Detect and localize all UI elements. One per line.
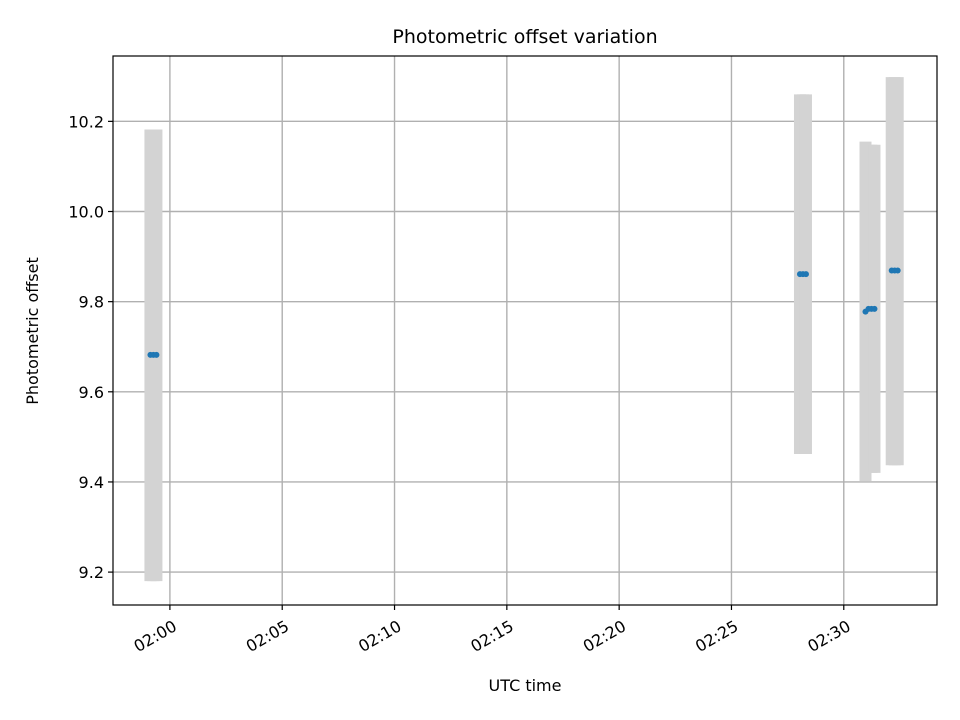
y-tick-label: 9.2 [79,563,104,582]
y-tick-label: 9.6 [79,383,104,402]
y-axis-label: Photometric offset [23,257,42,405]
x-tick-label: 02:25 [692,616,741,656]
x-tick-label: 02:30 [804,616,853,656]
chart-title: Photometric offset variation [392,26,657,48]
x-axis-label: UTC time [489,676,562,695]
grid [113,56,937,605]
x-tick-label: 02:20 [580,616,629,656]
y-tick-label: 9.8 [79,293,104,312]
data-point [871,305,878,312]
y-axis-ticks: 9.2 9.4 9.6 9.8 10.0 10.2 [68,112,113,582]
x-axis-ticks: 02:00 02:05 02:10 02:15 02:20 02:25 02:30 [130,605,854,656]
data-point [894,267,901,274]
data-point [153,351,160,358]
x-tick-label: 02:15 [467,616,516,656]
y-tick-label: 9.4 [79,473,104,492]
y-tick-label: 10.2 [68,112,104,131]
x-tick-label: 02:05 [243,616,292,656]
y-tick-label: 10.0 [68,203,104,222]
plot-frame [112,55,938,606]
data-points [147,267,901,358]
error-bars [144,77,904,582]
data-point [802,271,809,278]
x-tick-label: 02:00 [130,616,179,656]
x-tick-label: 02:10 [355,616,404,656]
